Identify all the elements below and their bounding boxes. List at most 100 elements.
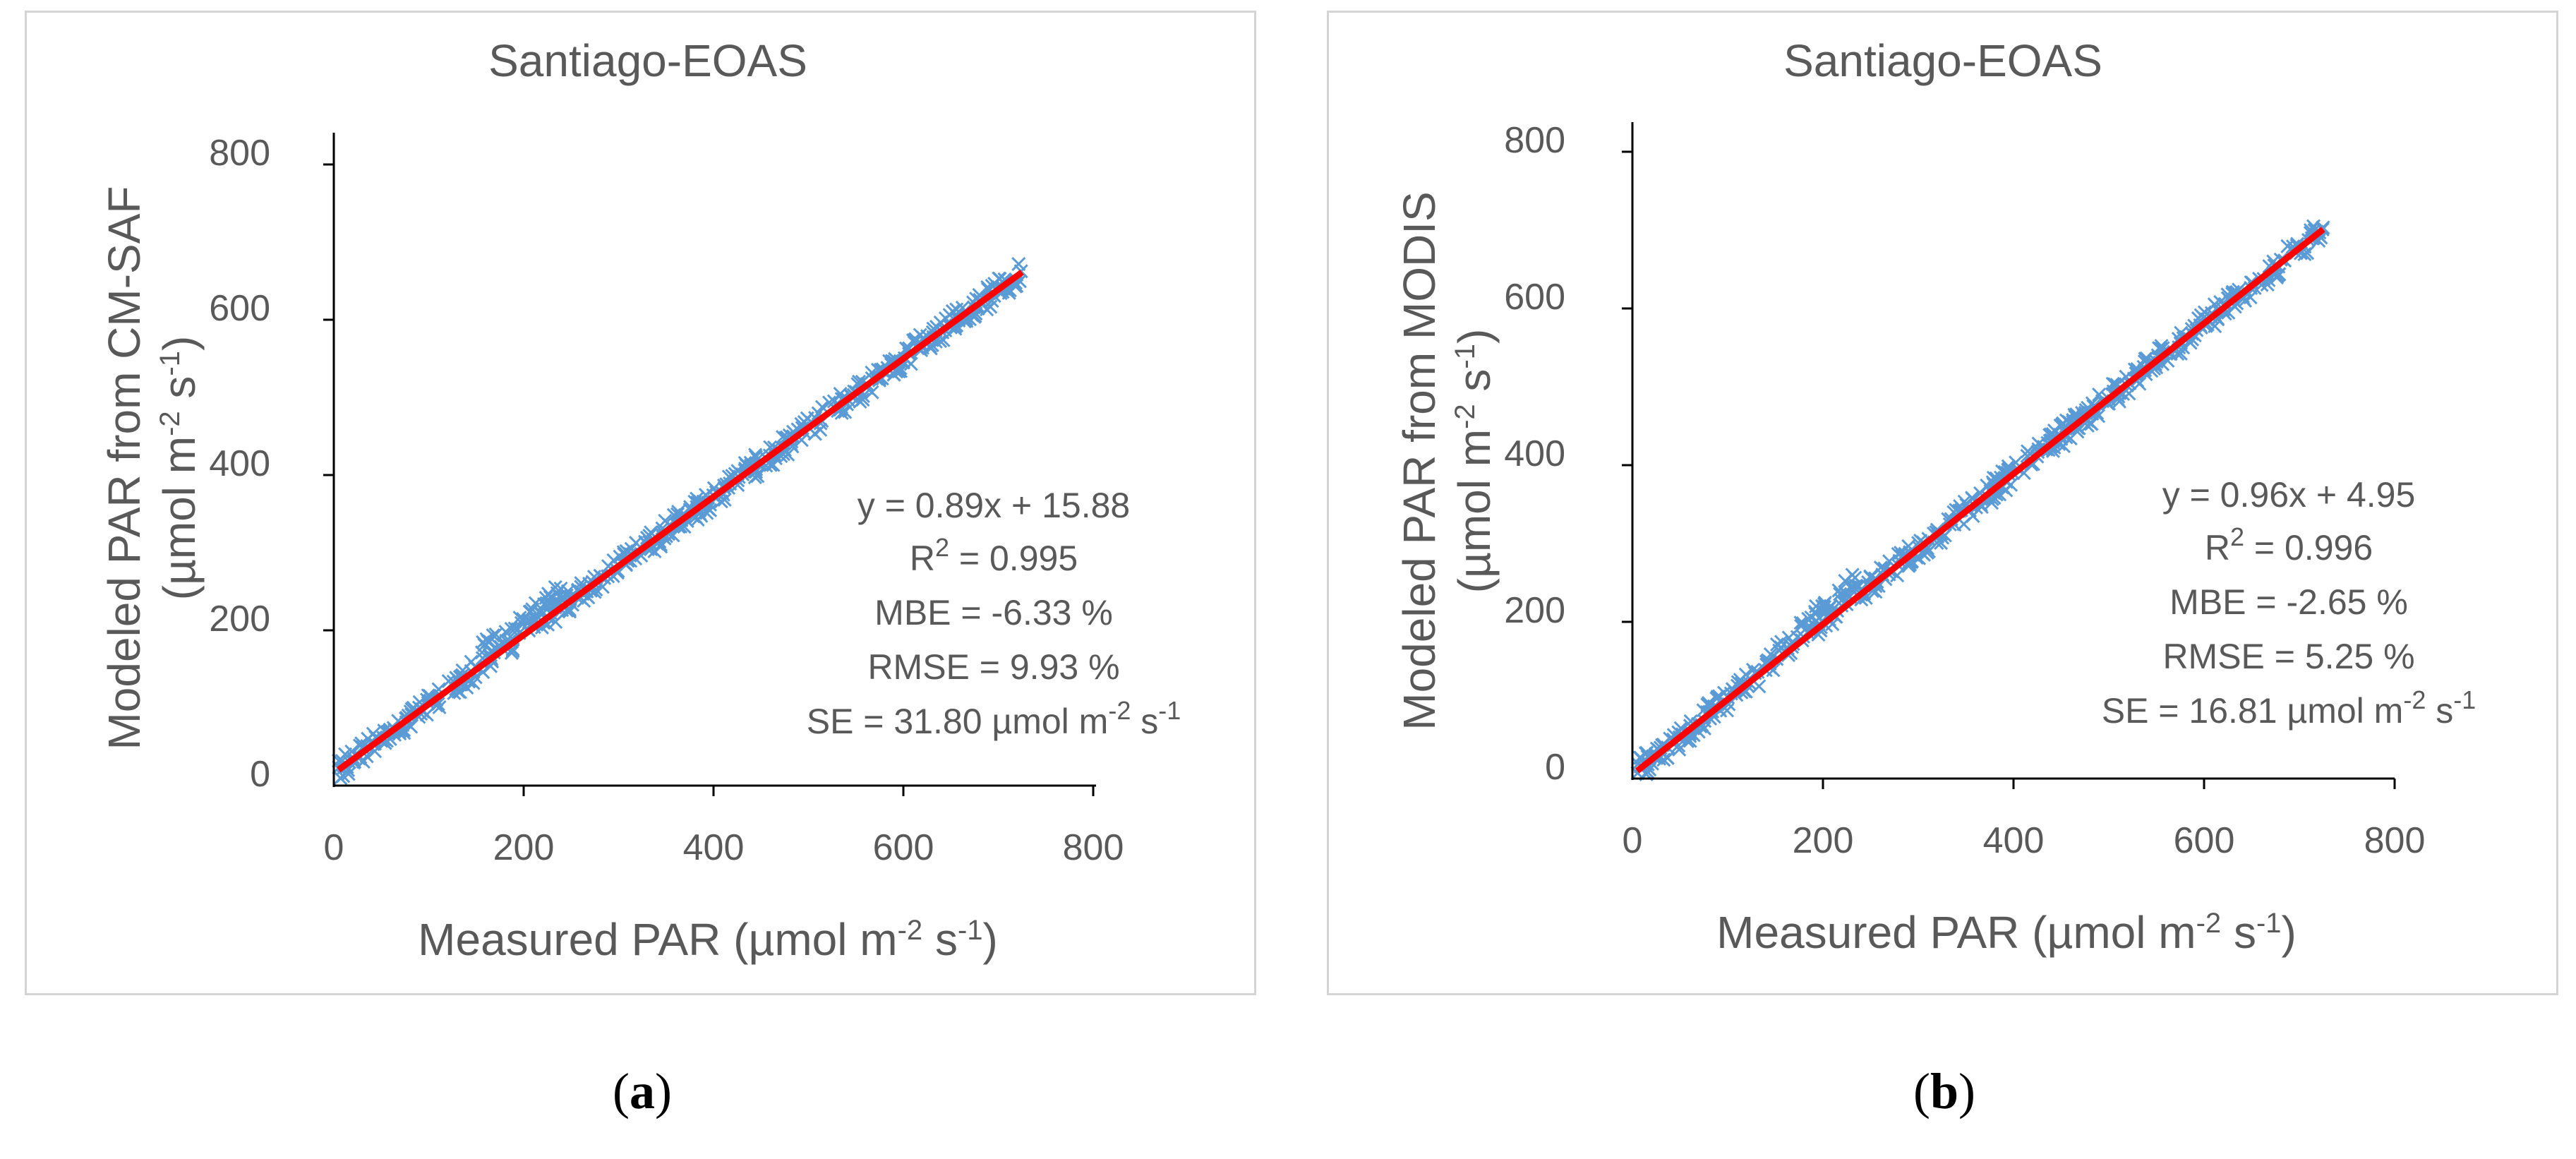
r-squared: R2 = 0.996 xyxy=(2205,522,2373,568)
rmse-value: RMSE = 9.93 % xyxy=(867,647,1119,687)
se-exp2: -1 xyxy=(1158,696,1181,725)
mbe-value: MBE = -2.65 % xyxy=(2169,582,2408,622)
y-axis-title: Modeled PAR from CM-SAF (µmol m-2 s-1) xyxy=(99,186,205,750)
y-axis-title-line2: (µmol m-2 s-1) xyxy=(1449,329,1500,594)
se-exp1: -2 xyxy=(1108,696,1131,725)
y-axis-title-line1: Modeled PAR from CM-SAF xyxy=(99,186,150,750)
chart-title: Santiago-EOAS xyxy=(1783,35,2102,86)
y-tick-labels: 0 200 400 600 800 xyxy=(209,133,270,795)
data-point xyxy=(550,586,565,601)
se-mid: s xyxy=(1131,702,1158,741)
data-point xyxy=(980,302,994,317)
mbe-value: MBE = -6.33 % xyxy=(874,593,1113,632)
y-axis-title-exp2: -1 xyxy=(1450,344,1481,369)
r2-sup: 2 xyxy=(935,533,949,562)
se-exp2: -1 xyxy=(2453,685,2476,714)
y-tick-label: 800 xyxy=(209,133,270,174)
data-point xyxy=(658,513,673,528)
data-point xyxy=(1793,615,1808,630)
scatter-chart-b: Santiago-EOAS 0 200 400 600 800 0 200 40… xyxy=(1394,35,2476,958)
chart-panel-b: Santiago-EOAS 0 200 400 600 800 0 200 40… xyxy=(1327,11,2558,995)
y-tick-label: 0 xyxy=(1545,747,1565,788)
x-axis-ticks xyxy=(1822,779,2396,789)
x-tick-label: 200 xyxy=(493,827,555,868)
r2-rest: = 0.996 xyxy=(2244,528,2373,568)
se-main: SE = 16.81 µmol m xyxy=(2102,691,2404,731)
data-point xyxy=(1823,599,1838,614)
data-point xyxy=(504,622,519,637)
x-axis-title-exp2: -1 xyxy=(2256,908,2282,939)
stats-annotation: y = 0.89x + 15.88 R2 = 0.995 MBE = -6.33… xyxy=(807,486,1181,741)
y-axis-ticks xyxy=(323,163,334,632)
y-tick-label: 800 xyxy=(1504,120,1565,161)
y-axis-title-line2-main: (µmol m xyxy=(1449,429,1500,593)
x-tick-label: 400 xyxy=(683,827,745,868)
se-value: SE = 16.81 µmol m-2 s-1 xyxy=(2102,685,2476,731)
se-exp1: -2 xyxy=(2403,685,2426,714)
r2-prefix: R xyxy=(2205,528,2230,568)
x-axis-title-main: Measured PAR (µmol m xyxy=(1716,907,2196,958)
x-axis-title-end: ) xyxy=(983,914,998,965)
y-axis-title-line1: Modeled PAR from MODIS xyxy=(1394,191,1445,730)
x-tick-label: 600 xyxy=(873,827,934,868)
regression-equation: y = 0.89x + 15.88 xyxy=(857,486,1130,525)
y-axis-title: Modeled PAR from MODIS (µmol m-2 s-1) xyxy=(1394,191,1500,730)
y-tick-label: 400 xyxy=(209,443,270,484)
x-tick-label: 0 xyxy=(324,827,344,868)
data-point xyxy=(945,304,960,319)
x-tick-label: 800 xyxy=(2364,820,2426,861)
x-tick-label: 200 xyxy=(1793,820,1854,861)
panel-caption-b: (b) xyxy=(1913,1063,1975,1119)
y-axis-title-end: ) xyxy=(154,336,205,351)
x-tick-labels: 0 200 400 600 800 xyxy=(324,827,1124,868)
y-tick-label: 400 xyxy=(1504,433,1565,474)
y-axis-title-mid: s xyxy=(154,376,205,412)
y-tick-label: 600 xyxy=(1504,277,1565,318)
regression-equation: y = 0.96x + 4.95 xyxy=(2162,475,2416,515)
x-axis-title-mid: s xyxy=(2221,907,2256,958)
x-axis-title-exp1: -2 xyxy=(2196,908,2222,939)
x-axis-title: Measured PAR (µmol m-2 s-1) xyxy=(1716,907,2297,958)
x-tick-label: 0 xyxy=(1623,820,1643,861)
data-point xyxy=(1774,635,1789,649)
data-point xyxy=(1849,579,1864,594)
y-axis-title-exp1: -2 xyxy=(155,411,186,436)
chart-title: Santiago-EOAS xyxy=(488,35,807,86)
y-axis-title-line2-main: (µmol m xyxy=(154,436,205,600)
y-axis-title-line2: (µmol m-2 s-1) xyxy=(154,336,205,601)
x-axis-title: Measured PAR (µmol m-2 s-1) xyxy=(418,914,998,965)
se-value: SE = 31.80 µmol m-2 s-1 xyxy=(807,696,1181,741)
data-point xyxy=(1794,618,1809,634)
se-main: SE = 31.80 µmol m xyxy=(807,702,1109,741)
x-axis-title-exp1: -2 xyxy=(898,915,923,946)
y-tick-label: 200 xyxy=(1504,590,1565,631)
chart-panel-a: Santiago-EOAS 0 200 400 600 800 0 200 40… xyxy=(25,11,1256,995)
y-tick-label: 600 xyxy=(209,288,270,329)
x-axis-title-exp2: -1 xyxy=(958,915,983,946)
r-squared: R2 = 0.995 xyxy=(910,533,1078,578)
data-point xyxy=(543,596,558,611)
x-axis-title-mid: s xyxy=(922,914,958,965)
data-point xyxy=(522,612,536,627)
fit-line xyxy=(1635,227,2325,774)
y-tick-label: 0 xyxy=(250,754,270,795)
fit-line xyxy=(337,270,1024,773)
se-mid: s xyxy=(2426,691,2453,731)
stats-annotation: y = 0.96x + 4.95 R2 = 0.996 MBE = -2.65 … xyxy=(2102,475,2476,731)
x-tick-label: 600 xyxy=(2174,820,2235,861)
y-axis-title-mid: s xyxy=(1449,369,1500,404)
x-tick-label: 400 xyxy=(1983,820,2045,861)
y-tick-labels: 0 200 400 600 800 xyxy=(1504,120,1565,788)
y-axis-title-end: ) xyxy=(1449,329,1500,344)
y-axis-ticks xyxy=(1622,150,1632,623)
r2-sup: 2 xyxy=(2230,522,2244,551)
y-tick-label: 200 xyxy=(209,599,270,639)
rmse-value: RMSE = 5.25 % xyxy=(2162,637,2414,676)
x-axis-ticks xyxy=(522,786,1095,796)
x-axis-title-end: ) xyxy=(2282,907,2297,958)
scatter-chart-a: Santiago-EOAS 0 200 400 600 800 0 200 40… xyxy=(99,35,1181,965)
data-point xyxy=(528,596,543,611)
r2-prefix: R xyxy=(910,539,935,578)
x-tick-label: 800 xyxy=(1063,827,1124,868)
